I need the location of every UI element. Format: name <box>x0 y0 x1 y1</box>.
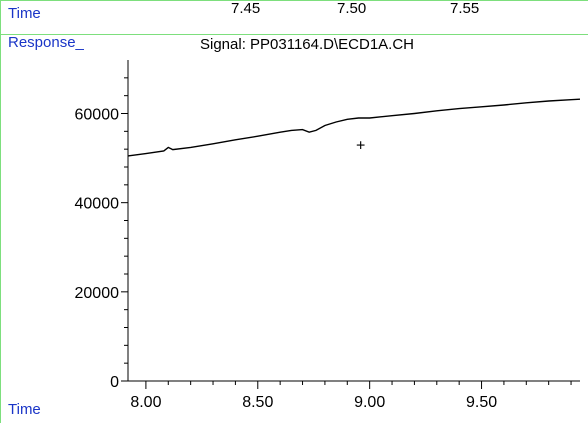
signal-trace <box>127 98 581 157</box>
y-tick-label: 40000 <box>75 196 120 213</box>
frame-top-line <box>0 0 588 1</box>
signal-title: Signal: PP031164.D\ECD1A.CH <box>200 36 414 53</box>
bottom-time-label: Time <box>8 401 41 418</box>
y-tick-label: 0 <box>110 374 119 391</box>
x-tick-label: 9.50 <box>466 394 497 411</box>
x-tick-label: 8.00 <box>130 394 161 411</box>
frame-left-line <box>0 0 1 423</box>
y-tick-label: 20000 <box>75 285 120 302</box>
response-axis-label: Response_ <box>8 34 84 51</box>
top-time-tick-1: 7.45 <box>231 0 261 17</box>
top-time-tick-3: 7.55 <box>450 0 480 17</box>
cursor-marker: + <box>356 138 365 155</box>
top-time-tick-2: 7.50 <box>337 0 367 17</box>
top-time-label: Time <box>8 5 41 22</box>
y-tick-label: 60000 <box>75 107 120 124</box>
x-tick-label: 8.50 <box>242 394 273 411</box>
frame-header-divider <box>0 34 588 35</box>
x-tick-label: 9.00 <box>354 394 385 411</box>
